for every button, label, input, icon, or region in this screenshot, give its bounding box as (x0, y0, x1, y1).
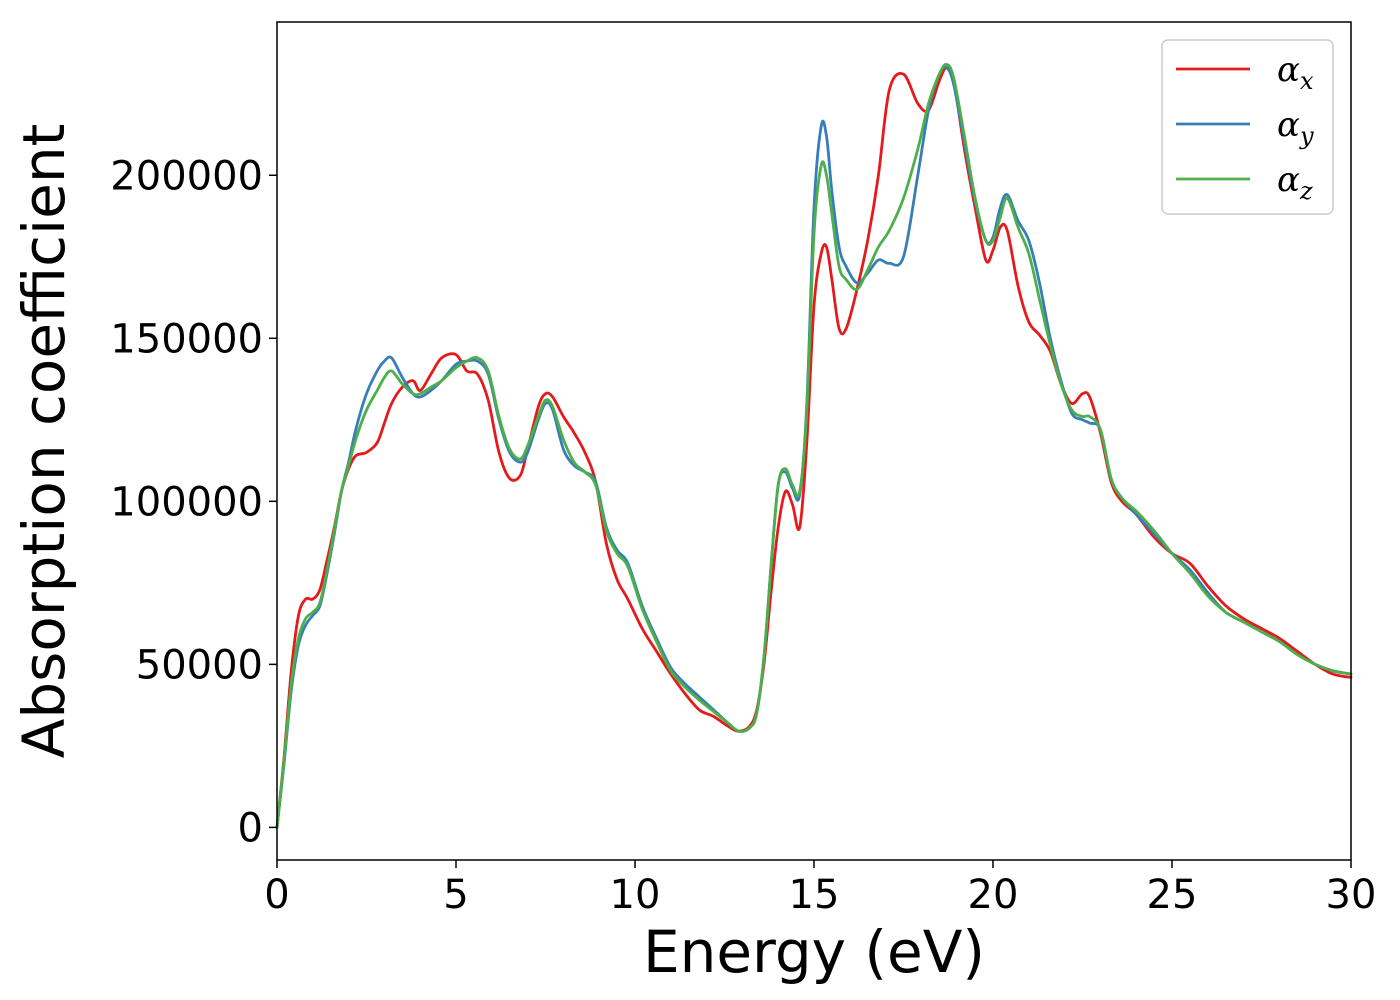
legend-label-subscript: x (1300, 67, 1314, 95)
y-tick-label: 100000 (110, 479, 263, 525)
x-tick-label: 15 (789, 872, 840, 918)
series-layer (275, 62, 1353, 829)
x-tick-label: 0 (264, 872, 289, 918)
x-tick-label: 25 (1147, 872, 1198, 918)
series-line-alpha-z (275, 62, 1353, 829)
y-axis-label: Absorption coefficient (10, 124, 78, 759)
series-line-alpha-x (275, 66, 1353, 829)
y-tick-label: 200000 (110, 153, 263, 199)
x-tick-label: 30 (1326, 872, 1377, 918)
legend-label-symbol: α (1277, 50, 1300, 90)
legend-label-subscript: y (1299, 122, 1314, 150)
x-tick-label: 20 (968, 872, 1019, 918)
x-tick-label: 10 (610, 872, 661, 918)
y-axis-ticks: 0 50000 100000 150000 200000 (110, 153, 277, 851)
legend-label-symbol: α (1277, 105, 1300, 145)
y-tick-label: 50000 (136, 642, 263, 688)
y-tick-label: 150000 (110, 316, 263, 362)
y-tick-label: 0 (238, 805, 263, 851)
legend-label-symbol: α (1277, 160, 1300, 200)
legend-label-x: αx (1277, 50, 1314, 95)
legend-label-z: αz (1277, 160, 1313, 205)
x-axis-label: Energy (eV) (643, 918, 985, 986)
x-axis-ticks: 0 5 10 15 20 25 30 (264, 860, 1376, 918)
legend-frame (1161, 39, 1334, 215)
legend-label-y: αy (1277, 105, 1314, 150)
legend-label-subscript: z (1299, 177, 1313, 205)
x-tick-label: 5 (443, 872, 468, 918)
